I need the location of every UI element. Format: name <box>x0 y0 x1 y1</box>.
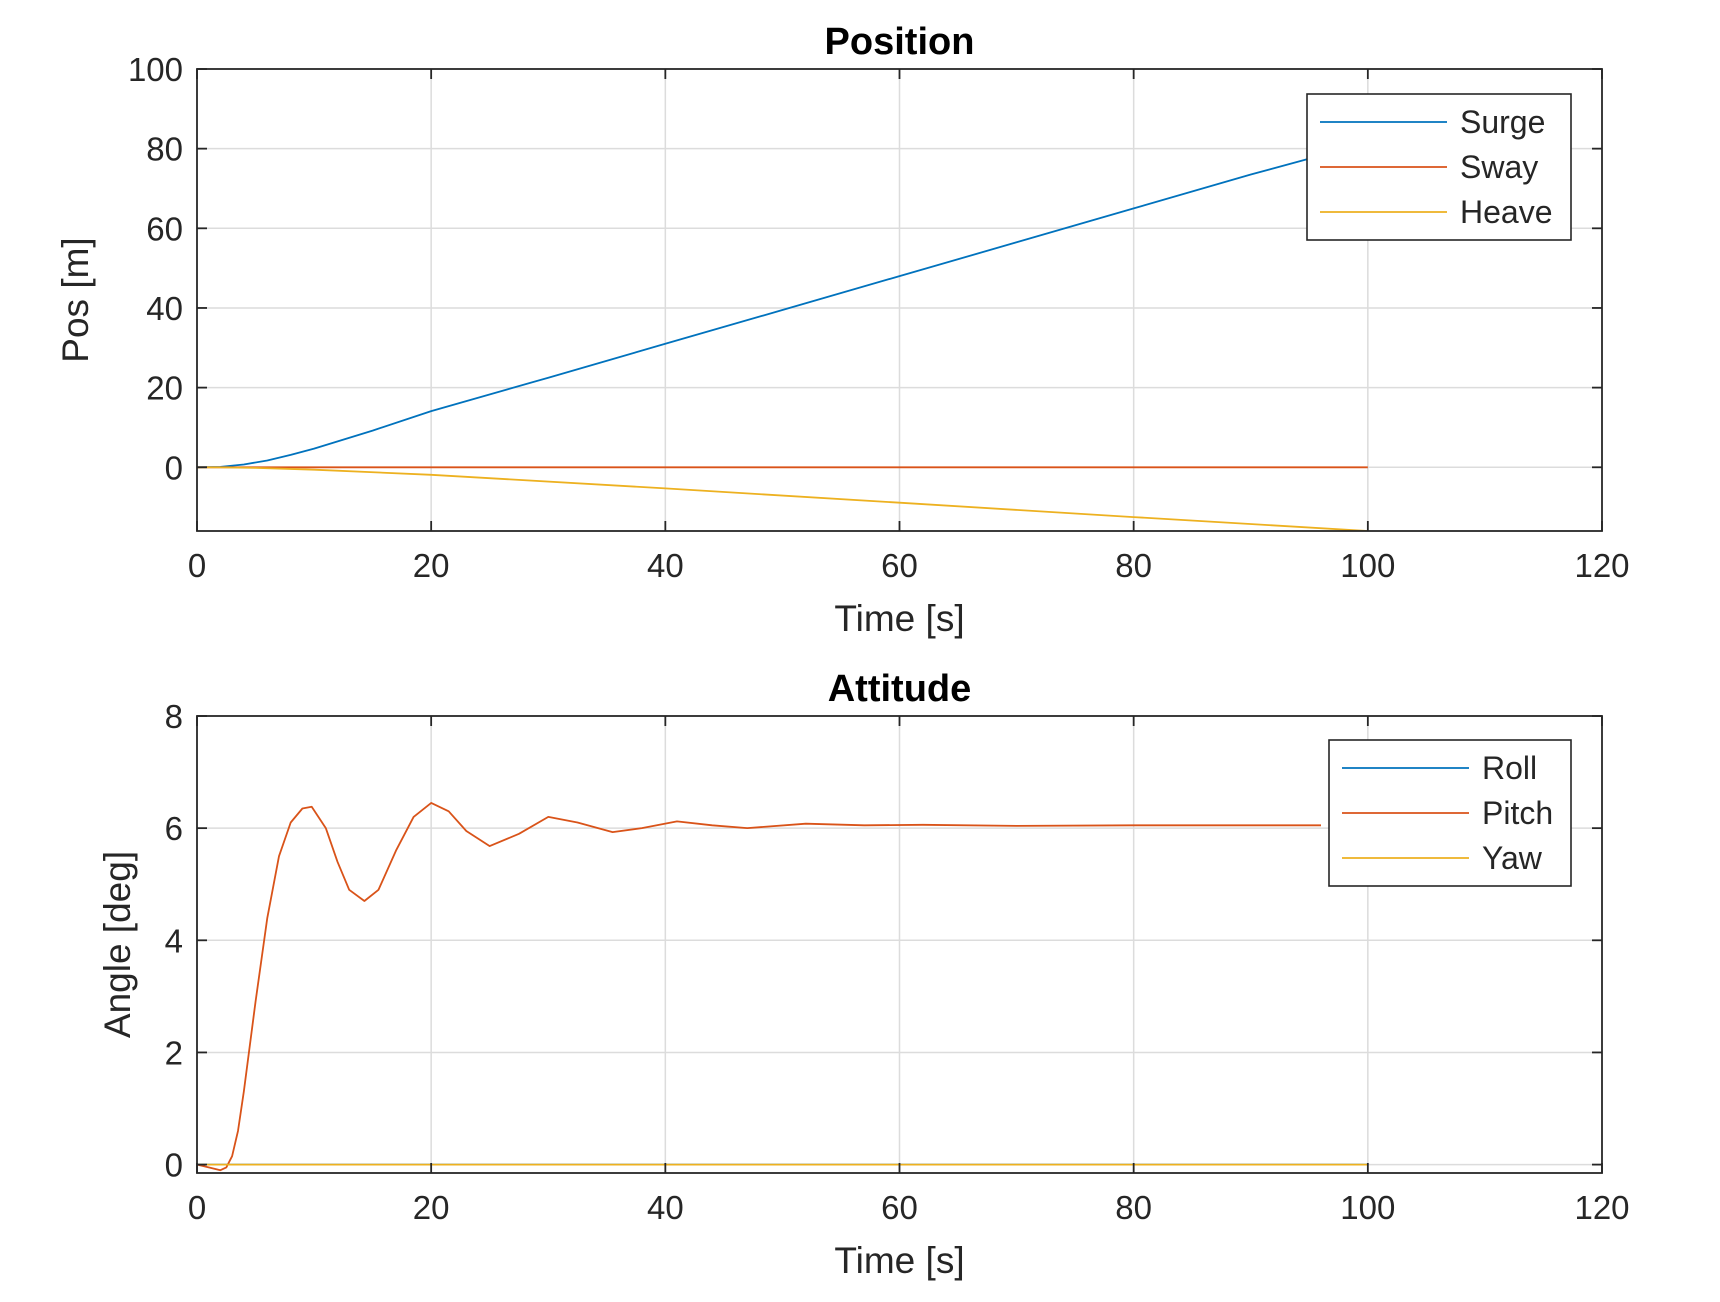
y-tick-label: 0 <box>165 449 183 486</box>
legend-entry-roll: Roll <box>1482 750 1537 786</box>
x-tick-label: 20 <box>413 547 450 584</box>
y-tick-label: 80 <box>146 131 183 168</box>
y-axis-label: Angle [deg] <box>97 851 138 1038</box>
x-tick-label: 120 <box>1574 1189 1629 1226</box>
legend-entry-pitch: Pitch <box>1482 795 1553 831</box>
y-tick-label: 8 <box>165 698 183 735</box>
x-tick-label: 100 <box>1340 547 1395 584</box>
legend-entry-heave: Heave <box>1460 194 1553 230</box>
series-line-heave <box>197 466 1368 531</box>
subplot-1: 0 20 40 60 80 100 120 0 20 40 60 80 100 Position Time … <box>55 21 1630 639</box>
x-tick-label: 80 <box>1115 547 1152 584</box>
legend: Surge Sway Heave <box>1306 93 1572 241</box>
x-tick-label: 40 <box>647 547 684 584</box>
y-tick-label: 60 <box>146 210 183 247</box>
x-axis-label: Time [s] <box>834 1240 964 1281</box>
y-tick-label: 4 <box>165 922 183 959</box>
y-tick-label: 20 <box>146 370 183 407</box>
y-axis-label: Pos [m] <box>55 237 96 362</box>
chart-title: Position <box>825 21 975 63</box>
series-line-surge <box>197 157 1310 469</box>
legend-entry-sway: Sway <box>1460 149 1538 185</box>
legend-entry-surge: Surge <box>1460 104 1545 140</box>
legend: Roll Pitch Yaw <box>1328 739 1572 887</box>
y-tick-label: 0 <box>165 1147 183 1184</box>
chart-title: Attitude <box>828 668 972 710</box>
legend-entry-yaw: Yaw <box>1482 840 1543 876</box>
y-tick-label: 100 <box>128 51 183 88</box>
series-line-pitch <box>197 802 1321 1172</box>
x-tick-label: 40 <box>647 1189 684 1226</box>
subplot-2: 0 20 40 60 80 100 120 0 2 4 6 8 Attitude Time [s] Angl… <box>97 668 1630 1281</box>
x-tick-label: 0 <box>188 1189 206 1226</box>
x-tick-label: 0 <box>188 547 206 584</box>
x-tick-label: 120 <box>1574 547 1629 584</box>
y-tick-label: 2 <box>165 1034 183 1071</box>
y-tick-label: 40 <box>146 290 183 327</box>
x-tick-label: 20 <box>413 1189 450 1226</box>
x-tick-label: 100 <box>1340 1189 1395 1226</box>
x-tick-label: 80 <box>1115 1189 1152 1226</box>
y-tick-label: 6 <box>165 810 183 847</box>
x-axis-label: Time [s] <box>834 598 964 639</box>
x-tick-label: 60 <box>881 547 918 584</box>
x-tick-label: 60 <box>881 1189 918 1226</box>
